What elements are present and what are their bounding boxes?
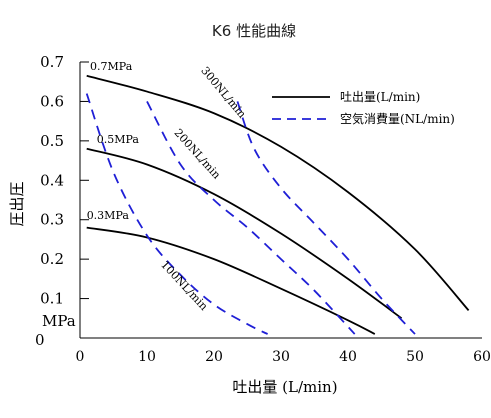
x-tick-label: 40: [339, 349, 357, 365]
y-axis-origin-label: 0: [35, 331, 45, 349]
x-tick-label: 10: [138, 349, 156, 365]
y-axis-label: 圧出圧: [8, 181, 26, 226]
series-line-0-7mpa: [86, 74, 470, 311]
y-tick-label: 0.5: [40, 132, 64, 150]
y-axis-unit: MPa: [42, 312, 76, 330]
series-line-0-3mpa: [86, 226, 376, 335]
curve-label-0-7mpa: 0.7MPa: [90, 60, 133, 73]
chart-title: K6 性能曲線: [212, 22, 296, 40]
y-tick-label: 0.4: [40, 171, 64, 189]
curve-label-200nl-min: 200NL/min: [172, 126, 224, 181]
series-line-300nl-min: [236, 101, 416, 335]
y-tick-label: 0.6: [40, 92, 64, 110]
series-lines: [85, 74, 470, 335]
legend-entry-air-consumption: 空気消費量(NL/min): [340, 111, 455, 126]
x-tick-label: 0: [76, 349, 85, 365]
y-tick-labels: 0.7 0.6 0.5 0.4 0.3 0.2 0.1: [40, 53, 64, 308]
legend: 吐出量(L/min) 空気消費量(NL/min): [272, 90, 455, 126]
x-tick-label: 30: [272, 349, 290, 365]
y-tick-label: 0.2: [40, 250, 64, 268]
x-tick-label: 60: [473, 349, 491, 365]
y-tick-label: 0.1: [40, 290, 64, 308]
y-tick-marks: [80, 61, 89, 300]
y-tick-label: 0.3: [40, 211, 64, 229]
x-tick-label: 50: [406, 349, 424, 365]
legend-entry-discharge: 吐出量(L/min): [340, 90, 420, 104]
curve-label-100nl-min: 100NL/min: [158, 258, 210, 313]
y-tick-label: 0.7: [40, 53, 64, 71]
curve-label-0-3mpa: 0.3MPa: [87, 209, 130, 222]
series-line-100nl-min: [85, 93, 268, 335]
x-tick-labels: 0 10 20 30 40 50 60: [76, 349, 491, 365]
series-line-200nl-min: [146, 101, 356, 335]
x-tick-label: 20: [205, 349, 223, 365]
x-axis-label: 吐出量 (L/min): [232, 378, 337, 396]
curve-label-0-5mpa: 0.5MPa: [97, 133, 140, 146]
series-line-0-5mpa: [86, 147, 403, 320]
curve-label-300nl-min: 300NL/min: [198, 64, 248, 120]
